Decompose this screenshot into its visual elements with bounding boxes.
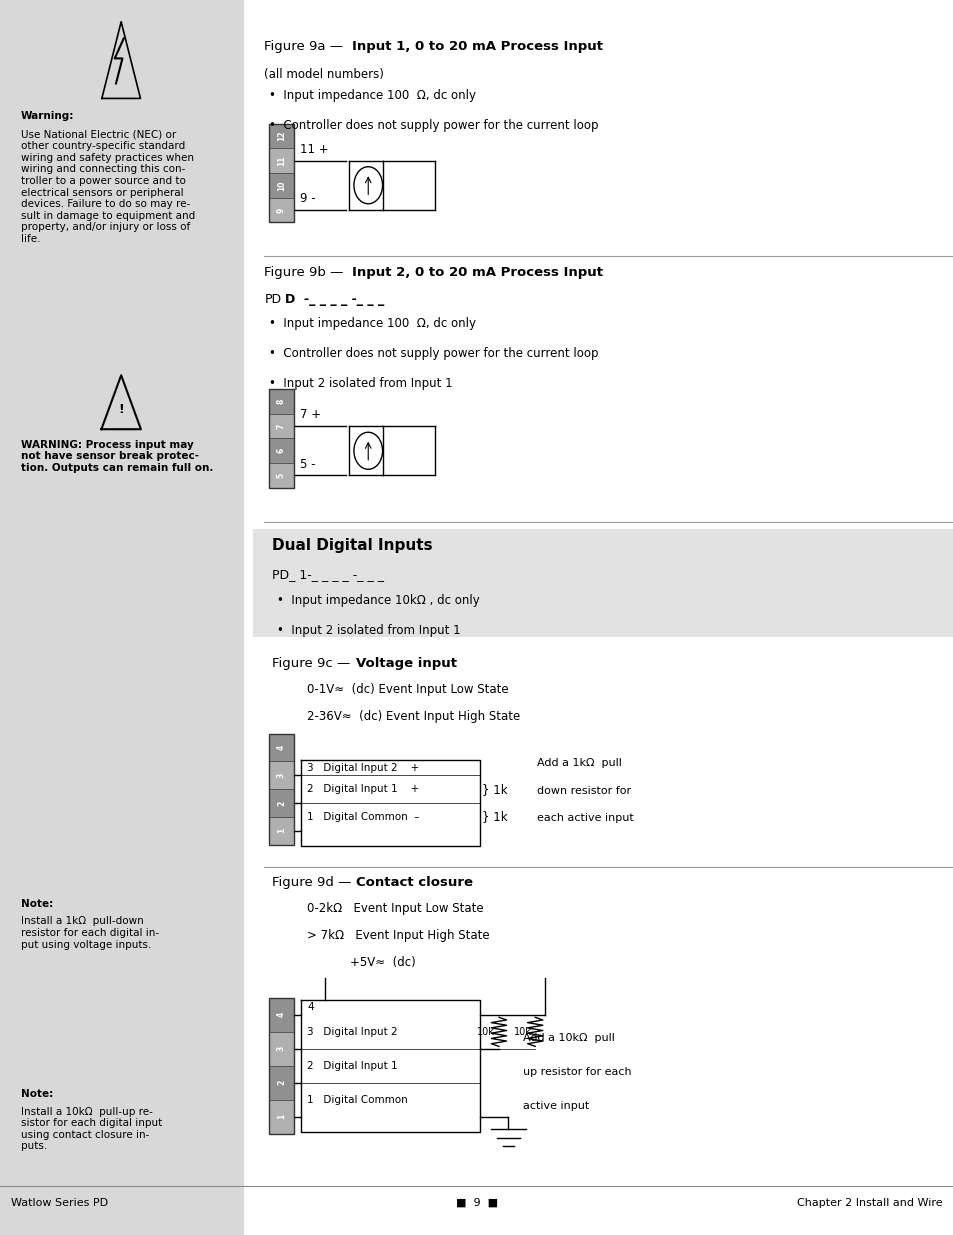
Bar: [269, 1099, 294, 1134]
Text: 1   Digital Common: 1 Digital Common: [307, 1094, 408, 1105]
Text: •  Input impedance 10kΩ , dc only: • Input impedance 10kΩ , dc only: [276, 594, 479, 608]
Bar: [0, 0, 243, 1235]
Bar: [253, 529, 953, 637]
Bar: [269, 414, 294, 438]
Text: 4: 4: [276, 745, 286, 750]
Text: 7: 7: [276, 424, 286, 429]
Bar: [269, 389, 294, 488]
Text: Watlow Series PD: Watlow Series PD: [11, 1198, 109, 1208]
Text: Input 1, 0 to 20 mA Process Input: Input 1, 0 to 20 mA Process Input: [352, 40, 602, 53]
Bar: [269, 148, 294, 173]
Bar: [269, 124, 294, 222]
Text: up resistor for each: up resistor for each: [522, 1067, 631, 1077]
Text: 3: 3: [276, 1046, 286, 1051]
Text: Install a 10kΩ  pull-up re-
sistor for each digital input
using contact closure : Install a 10kΩ pull-up re- sistor for ea…: [21, 1107, 162, 1151]
Text: Figure 9b —: Figure 9b —: [264, 266, 348, 279]
Text: Dual Digital Inputs: Dual Digital Inputs: [272, 538, 432, 553]
Text: 11: 11: [276, 156, 286, 165]
Text: •  Input impedance 100  Ω, dc only: • Input impedance 100 Ω, dc only: [269, 317, 476, 331]
Text: 2: 2: [276, 800, 286, 805]
Text: Note:: Note:: [21, 1089, 53, 1099]
Text: 4: 4: [307, 1003, 314, 1013]
Bar: [269, 389, 294, 414]
Text: Add a 10kΩ  pull: Add a 10kΩ pull: [522, 1032, 614, 1042]
Text: PD_ 1-_ _ _ _ -_ _ _: PD_ 1-_ _ _ _ -_ _ _: [272, 568, 383, 582]
Text: (all model numbers): (all model numbers): [264, 68, 384, 82]
Bar: [269, 818, 294, 845]
Text: 5: 5: [276, 473, 286, 478]
Bar: [269, 734, 294, 761]
Bar: [269, 463, 294, 488]
Bar: [269, 1066, 294, 1100]
Text: 0-1V≈  (dc) Event Input Low State: 0-1V≈ (dc) Event Input Low State: [307, 683, 508, 697]
Text: 4: 4: [276, 1013, 286, 1018]
Text: 10k: 10k: [476, 1026, 495, 1037]
Text: •  Controller does not supply power for the current loop: • Controller does not supply power for t…: [269, 119, 598, 132]
Text: ■  9  ■: ■ 9 ■: [456, 1198, 497, 1208]
Text: > 7kΩ   Event Input High State: > 7kΩ Event Input High State: [307, 929, 489, 942]
Text: Voltage input: Voltage input: [355, 657, 456, 671]
Text: 5 -: 5 -: [299, 457, 314, 471]
Text: 3   Digital Input 2: 3 Digital Input 2: [307, 1026, 397, 1037]
Bar: [269, 734, 294, 845]
Text: } 1k: } 1k: [481, 810, 507, 824]
Text: •  Controller does not supply power for the current loop: • Controller does not supply power for t…: [269, 347, 598, 361]
Text: active input: active input: [522, 1100, 588, 1110]
Text: •  Input 2 isolated from Input 1: • Input 2 isolated from Input 1: [276, 624, 459, 637]
Text: Warning:: Warning:: [21, 111, 74, 121]
Text: 10: 10: [276, 180, 286, 190]
Text: !: !: [118, 403, 124, 416]
Text: 9 -: 9 -: [299, 191, 314, 205]
Text: PD: PD: [264, 293, 281, 306]
Text: Note:: Note:: [21, 899, 53, 909]
Text: 1: 1: [276, 1114, 286, 1119]
Text: Input 2, 0 to 20 mA Process Input: Input 2, 0 to 20 mA Process Input: [352, 266, 602, 279]
Bar: [269, 789, 294, 818]
Text: down resistor for: down resistor for: [537, 785, 631, 795]
Text: 7 +: 7 +: [299, 408, 320, 421]
Bar: [269, 1032, 294, 1066]
Text: 10k: 10k: [513, 1026, 531, 1037]
Bar: [269, 998, 294, 1032]
Text: Use National Electric (NEC) or
other country-specific standard
wiring and safety: Use National Electric (NEC) or other cou…: [21, 130, 195, 245]
Text: Figure 9c —: Figure 9c —: [272, 657, 354, 671]
Text: 1   Digital Common  –: 1 Digital Common –: [307, 811, 419, 823]
Bar: [269, 438, 294, 463]
Text: 8: 8: [276, 399, 286, 404]
Text: +5V≈  (dc): +5V≈ (dc): [350, 956, 416, 969]
Text: 3: 3: [276, 773, 286, 778]
Text: 0-2kΩ   Event Input Low State: 0-2kΩ Event Input Low State: [307, 902, 483, 915]
Bar: [269, 761, 294, 789]
Bar: [269, 998, 294, 1134]
Text: 2   Digital Input 1: 2 Digital Input 1: [307, 1061, 397, 1071]
Bar: [269, 173, 294, 198]
Text: 2: 2: [276, 1081, 286, 1086]
Text: 2-36V≈  (dc) Event Input High State: 2-36V≈ (dc) Event Input High State: [307, 710, 520, 724]
Text: 6: 6: [276, 448, 286, 453]
Text: each active input: each active input: [537, 814, 633, 824]
Text: } 1k: } 1k: [481, 783, 507, 795]
Text: 3   Digital Input 2    +: 3 Digital Input 2 +: [307, 763, 419, 773]
Text: 9: 9: [276, 207, 286, 212]
Text: 2   Digital Input 1    +: 2 Digital Input 1 +: [307, 784, 419, 794]
Text: Install a 1kΩ  pull-down
resistor for each digital in-
put using voltage inputs.: Install a 1kΩ pull-down resistor for eac…: [21, 916, 159, 950]
Text: D  -_ _ _ _ -_ _ _: D -_ _ _ _ -_ _ _: [285, 293, 384, 306]
Text: Figure 9a —: Figure 9a —: [264, 40, 347, 53]
Bar: [269, 124, 294, 148]
Text: •  Input 2 isolated from Input 1: • Input 2 isolated from Input 1: [269, 377, 452, 390]
Bar: [269, 198, 294, 222]
Text: •  Input impedance 100  Ω, dc only: • Input impedance 100 Ω, dc only: [269, 89, 476, 103]
Text: Chapter 2 Install and Wire: Chapter 2 Install and Wire: [796, 1198, 942, 1208]
Text: Contact closure: Contact closure: [355, 876, 473, 889]
Text: 12: 12: [276, 131, 286, 141]
Text: 11 +: 11 +: [299, 142, 328, 156]
Text: WARNING: Process input may
not have sensor break protec-
tion. Outputs can remai: WARNING: Process input may not have sens…: [21, 440, 213, 473]
Text: Add a 1kΩ  pull: Add a 1kΩ pull: [537, 758, 621, 768]
Text: 1: 1: [276, 829, 286, 834]
Text: Figure 9d —: Figure 9d —: [272, 876, 355, 889]
